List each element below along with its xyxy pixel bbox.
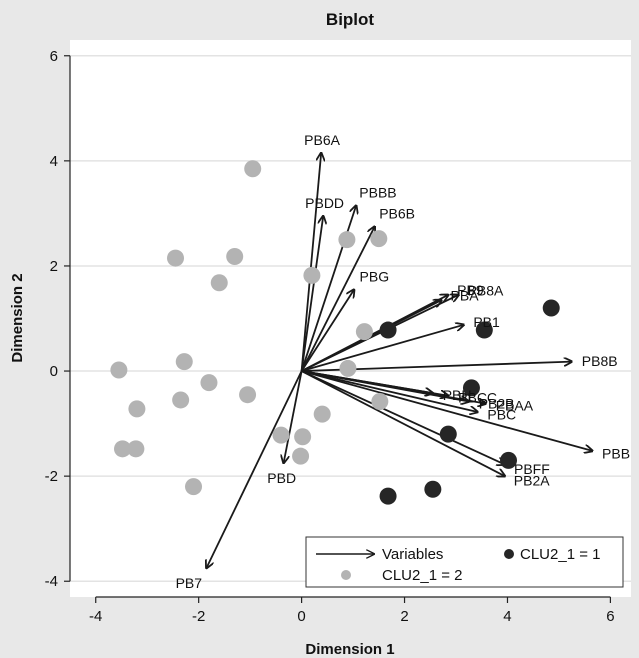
point-cluster-1 — [462, 379, 480, 397]
variable-arrow — [301, 370, 593, 451]
variable-arrow — [301, 370, 505, 465]
point-cluster-1 — [439, 425, 457, 443]
point-cluster-2 — [226, 247, 244, 265]
legend-label: CLU2_1 = 1 — [520, 546, 600, 563]
point-cluster-2 — [185, 478, 203, 496]
point-cluster-1 — [379, 321, 397, 339]
point-cluster-2 — [127, 440, 145, 458]
point-cluster-2 — [292, 447, 310, 465]
y-axis-title: Dimension 2 — [9, 273, 26, 362]
point-cluster-2 — [210, 274, 228, 292]
point-cluster-2 — [355, 323, 373, 341]
point-cluster-2 — [370, 230, 388, 248]
variable-arrow — [300, 153, 322, 372]
point-cluster-1 — [475, 321, 493, 339]
variable-label: PBB — [602, 446, 630, 462]
variable-arrow — [300, 216, 324, 372]
y-tick-label: 4 — [50, 153, 58, 170]
variable-arrow — [206, 370, 303, 568]
point-cluster-1 — [542, 299, 560, 317]
point-cluster-2 — [272, 426, 290, 444]
variable-label: PBD — [267, 470, 296, 486]
point-cluster-2 — [239, 386, 257, 404]
point-cluster-2 — [338, 231, 356, 249]
variable-label: PB8A — [468, 282, 504, 298]
variable-labels: PB6APBBBPBDDPB6BPBGPB8APB9PBAPB1PB8BPBHP… — [176, 132, 630, 591]
point-cluster-2 — [294, 428, 312, 446]
point-cluster-1 — [424, 480, 442, 498]
variable-label: PB8B — [582, 353, 618, 369]
variable-label: PBG — [360, 269, 390, 285]
y-tick-label: 0 — [50, 363, 58, 380]
variable-label: PBAA — [496, 397, 534, 413]
variable-label: PB6A — [304, 132, 340, 148]
point-cluster-2 — [371, 393, 389, 411]
y-tick-label: 6 — [50, 48, 58, 65]
variable-label: PB1 — [473, 314, 500, 330]
point-cluster-2 — [110, 361, 128, 379]
variable-label: PBBB — [359, 185, 396, 201]
legend-label: Variables — [382, 546, 443, 563]
variable-label: PB6B — [379, 206, 415, 222]
variable-arrow — [301, 370, 486, 404]
legend: Variables CLU2_1 = 1 CLU2_1 = 2 — [305, 536, 624, 588]
variable-label: PB7 — [176, 575, 203, 591]
variable-label: PBDD — [305, 195, 344, 211]
point-cluster-2 — [172, 391, 190, 409]
point-cluster-2 — [128, 400, 146, 418]
variable-arrow — [301, 325, 464, 372]
y-tick-label: -2 — [45, 468, 58, 485]
variable-label: PB9 — [457, 282, 484, 298]
legend-label: CLU2_1 = 2 — [382, 567, 462, 584]
point-cluster-2 — [113, 440, 131, 458]
point-cluster-2 — [167, 249, 185, 267]
y-tick-label: -4 — [45, 573, 58, 590]
x-tick-label: 0 — [297, 608, 305, 625]
point-cluster-1 — [500, 451, 518, 469]
variable-arrow — [301, 370, 505, 476]
x-tick-label: 2 — [400, 608, 408, 625]
variable-arrow — [284, 370, 303, 463]
point-cluster-2 — [303, 266, 321, 284]
x-tick-label: 6 — [606, 608, 614, 625]
legend-marker-cluster-1 — [504, 549, 514, 559]
point-cluster-2 — [313, 405, 331, 423]
variable-label: PBH — [443, 387, 472, 403]
point-cluster-2 — [339, 359, 357, 377]
x-tick-label: -4 — [89, 608, 102, 625]
legend-box — [305, 536, 624, 588]
point-cluster-1 — [379, 487, 397, 505]
axes: -4 -2 0 2 4 6 -4 -2 0 2 4 6 — [45, 48, 615, 625]
x-axis-title: Dimension 1 — [305, 641, 394, 658]
chart-title: Biplot — [326, 10, 374, 29]
point-cluster-2 — [200, 374, 218, 392]
plot-area — [70, 40, 631, 597]
x-tick-label: -2 — [192, 608, 205, 625]
observation-points — [110, 160, 560, 505]
point-cluster-2 — [244, 160, 262, 178]
variable-arrow — [301, 370, 478, 412]
point-cluster-2 — [175, 353, 193, 371]
legend-marker-cluster-2 — [341, 570, 351, 580]
variable-label: PBCC — [458, 389, 497, 405]
variable-label: PBFF — [514, 461, 550, 477]
variable-label: PB2B — [479, 395, 515, 411]
variable-arrow — [300, 227, 375, 372]
variable-label: PBC — [487, 406, 516, 422]
y-tick-label: 2 — [50, 258, 58, 275]
x-tick-label: 4 — [503, 608, 511, 625]
variable-arrow — [300, 290, 354, 372]
variable-label: PBA — [451, 288, 480, 304]
variable-label: PB2A — [514, 473, 550, 489]
